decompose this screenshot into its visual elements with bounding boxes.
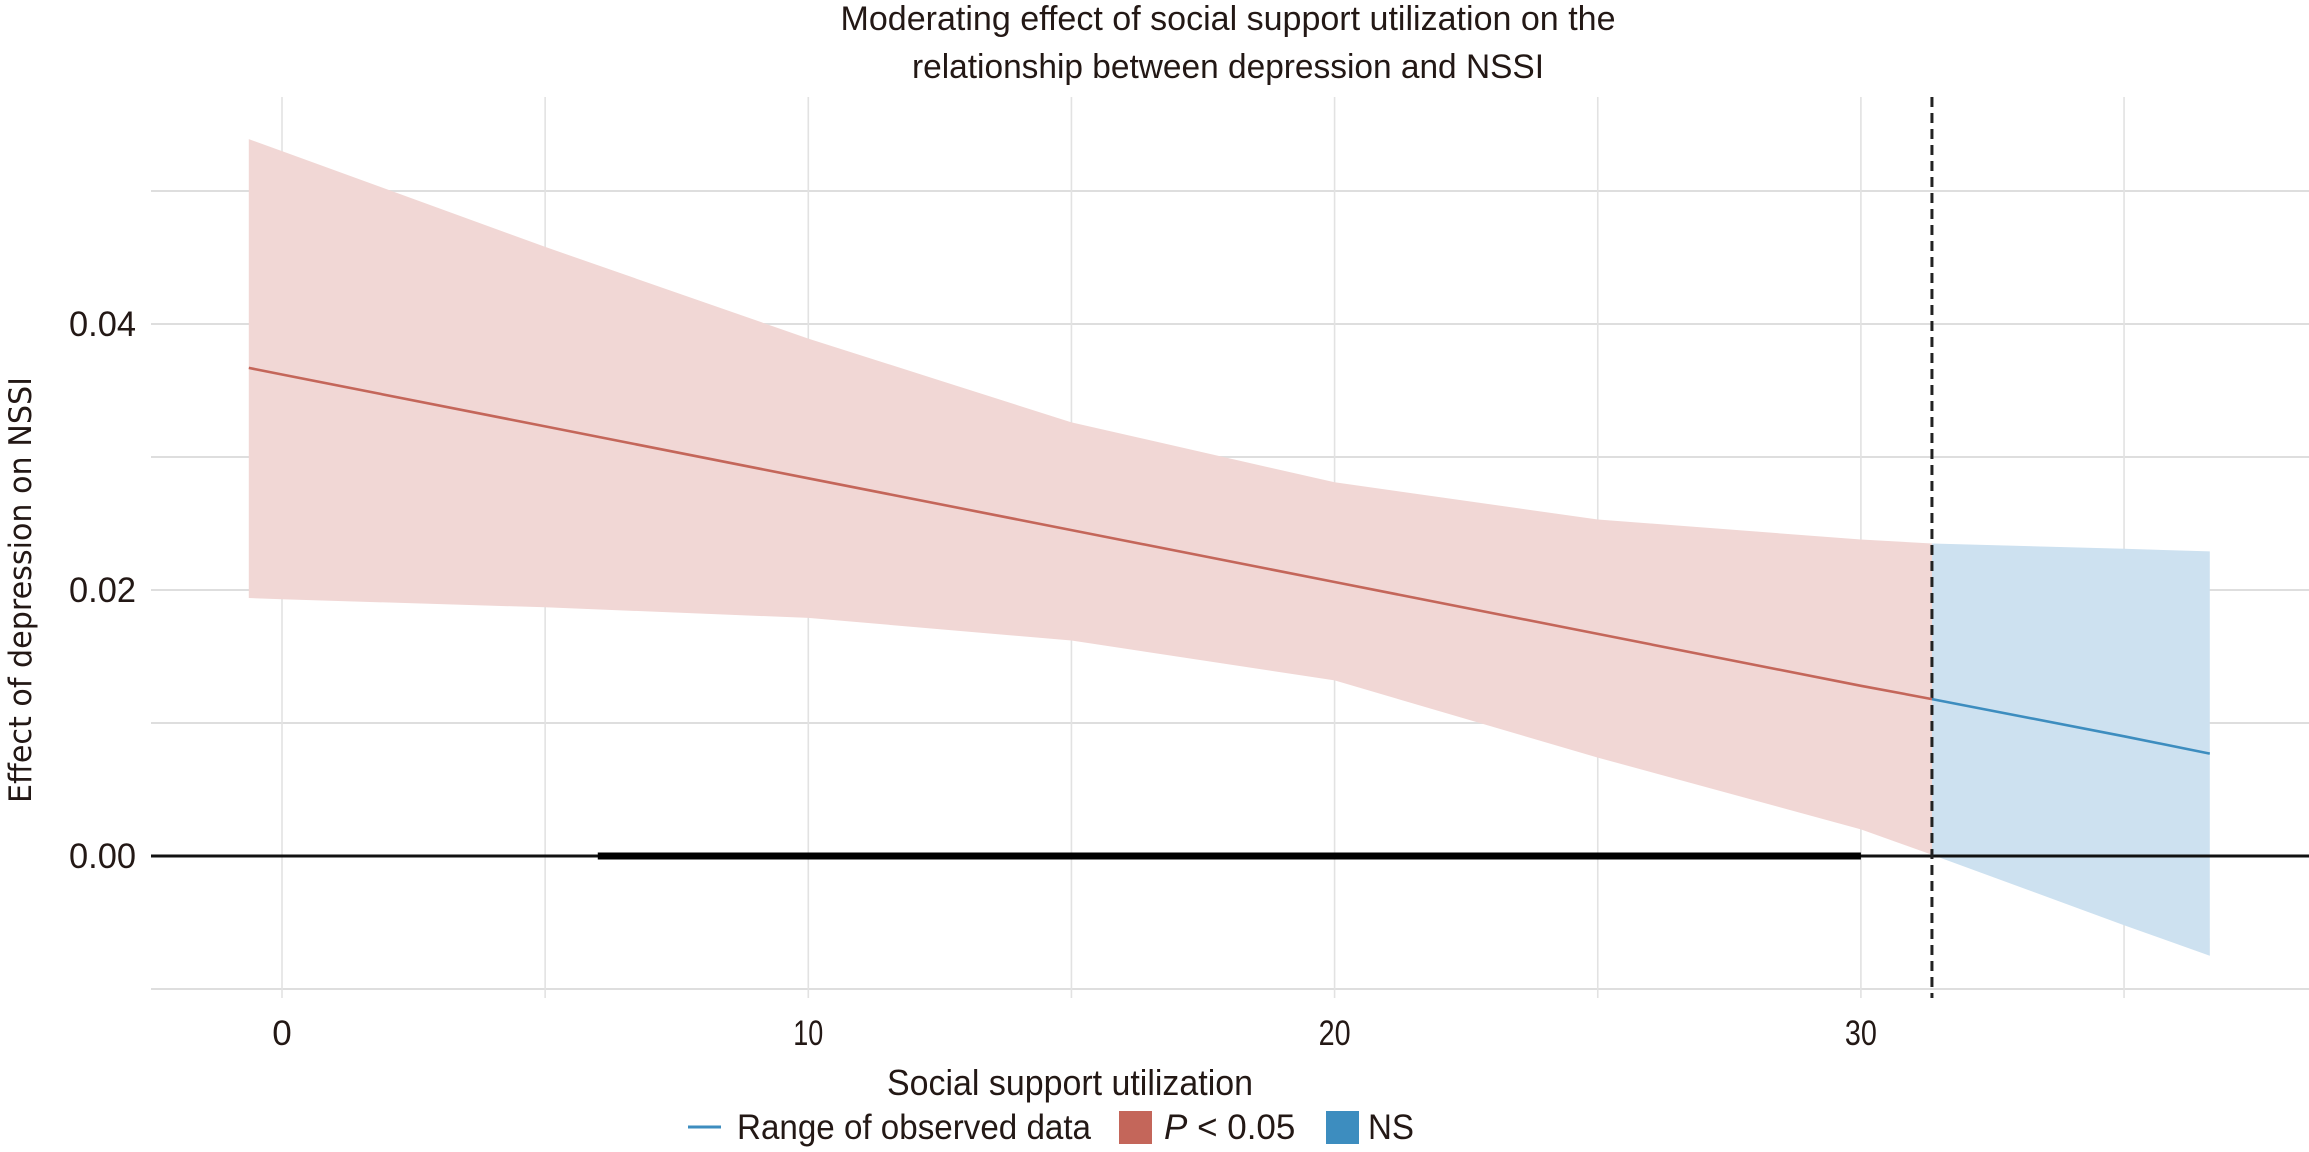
legend-label-p: P [1164,1108,1188,1147]
x-tick-label: 20 [1319,1014,1351,1053]
legend: Range of observed data P < 0.05 NS [688,1108,1414,1147]
x-tick-label: 30 [1845,1014,1877,1053]
confidence-bands [248,139,2210,956]
title-line-1: Moderating effect of social support util… [841,0,1616,38]
legend-key-significant [1119,1111,1152,1144]
x-tick-label: 10 [793,1014,823,1053]
y-tick-label: 0.02 [69,571,136,610]
reference-lines [151,97,2309,998]
legend-label-significant: P < 0.05 [1164,1108,1295,1147]
x-tick-label: 0 [272,1014,291,1053]
y-tick-labels: 0.00 0.02 0.04 [69,305,136,876]
legend-label-ns: NS [1368,1108,1414,1147]
x-tick-labels: 0 10 20 30 [272,1014,1877,1053]
legend-key-ns [1326,1111,1359,1144]
x-axis-label: Social support utilization [887,1062,1253,1103]
chart-title: Moderating effect of social support util… [841,0,1616,86]
legend-label-observed-range: Range of observed data [737,1108,1091,1147]
estimate-line-ns [1931,697,2211,755]
confidence-band-significant [248,139,1932,855]
confidence-band-ns [1932,543,2210,956]
estimate-lines [248,366,2211,755]
legend-label-threshold: < 0.05 [1187,1108,1295,1147]
y-tick-label: 0.00 [69,837,136,876]
y-axis-label: Effect of depression on NSSI [3,377,39,803]
y-tick-label: 0.04 [69,305,136,344]
title-line-2: relationship between depression and NSSI [912,48,1544,86]
estimate-line-significant [248,366,1933,701]
